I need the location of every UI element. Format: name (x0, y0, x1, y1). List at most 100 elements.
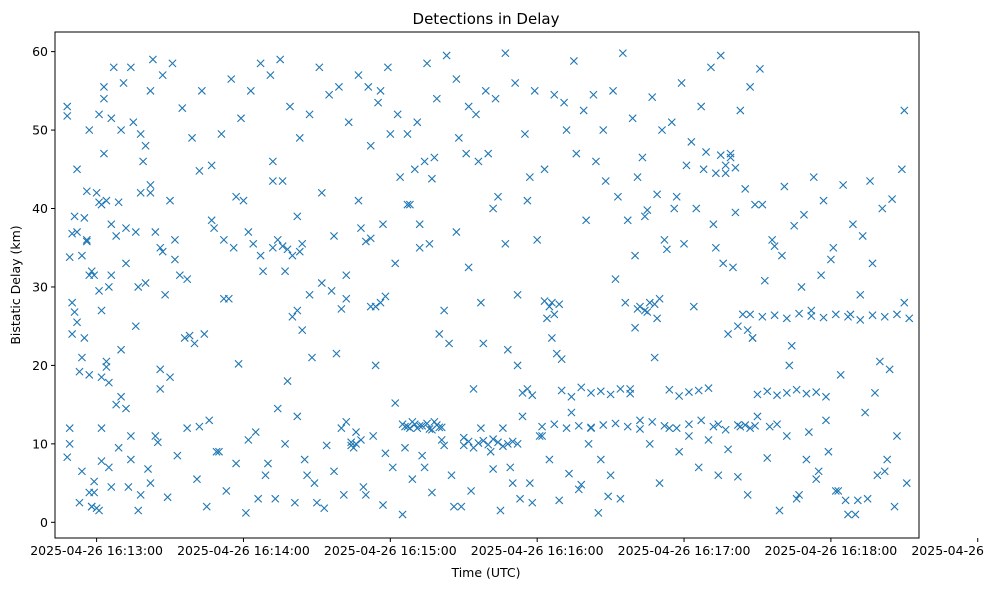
data-point (770, 242, 779, 251)
data-point (126, 455, 135, 464)
data-point (643, 206, 652, 215)
data-point (295, 247, 304, 256)
data-point (288, 251, 297, 260)
data-point (158, 247, 167, 256)
data-point (90, 488, 99, 497)
data-point (170, 255, 179, 264)
data-point (834, 486, 843, 495)
data-point (848, 220, 857, 229)
data-point (795, 309, 804, 318)
data-point (728, 263, 737, 272)
data-point (183, 424, 192, 433)
y-axis-label: Bistatic Delay (km) (8, 225, 23, 344)
data-point (660, 421, 669, 430)
data-point (474, 157, 483, 166)
data-point (726, 153, 735, 162)
data-point (807, 311, 816, 320)
data-point (489, 204, 498, 213)
data-point (665, 385, 674, 394)
data-point (77, 251, 86, 260)
data-point (694, 463, 703, 472)
data-point (381, 449, 390, 458)
data-point (856, 315, 865, 324)
data-point (205, 416, 214, 425)
data-point (112, 231, 121, 240)
data-point (75, 367, 84, 376)
data-point (391, 399, 400, 408)
data-point (782, 388, 791, 397)
data-point (565, 469, 573, 478)
data-point (672, 424, 681, 433)
data-point (97, 306, 106, 315)
data-point (427, 174, 436, 183)
y-tick-label: 60 (32, 44, 48, 59)
data-point (635, 424, 644, 433)
data-point (378, 220, 387, 229)
data-point (496, 506, 505, 515)
data-point (327, 286, 336, 295)
data-point (163, 493, 172, 502)
data-point (161, 290, 170, 299)
data-point (68, 298, 77, 307)
data-point (126, 63, 135, 72)
data-point (70, 308, 79, 317)
data-point (498, 442, 507, 451)
data-point (596, 387, 605, 396)
data-point (312, 498, 321, 507)
data-point (675, 447, 684, 456)
data-point (342, 417, 351, 426)
data-point (777, 251, 786, 260)
data-point (885, 365, 894, 374)
data-point (102, 362, 111, 371)
data-point (790, 221, 799, 230)
data-point (82, 187, 91, 196)
data-point (156, 243, 165, 252)
data-point (868, 311, 877, 320)
data-point (900, 298, 909, 307)
data-point (579, 106, 588, 115)
data-point (107, 114, 116, 123)
data-point (401, 443, 409, 452)
data-point (366, 141, 375, 150)
data-point (817, 271, 826, 280)
data-point (758, 312, 767, 321)
data-point (748, 333, 757, 342)
data-point (795, 490, 804, 499)
data-point (65, 253, 74, 262)
data-point (711, 169, 720, 178)
data-point (866, 177, 875, 186)
data-point (356, 224, 365, 233)
data-point (151, 228, 160, 237)
data-point (359, 483, 368, 491)
data-point (129, 118, 138, 127)
data-point (498, 424, 507, 433)
data-point (462, 149, 471, 158)
data-point (139, 157, 148, 166)
data-point (144, 464, 152, 473)
axes-frame (54, 31, 920, 539)
data-point (645, 298, 654, 307)
data-point (354, 71, 363, 80)
data-point (117, 345, 126, 354)
data-point (403, 129, 412, 138)
data-point (374, 98, 383, 107)
data-point (743, 326, 752, 335)
data-point (733, 421, 742, 430)
data-point (148, 55, 157, 64)
data-point (621, 298, 630, 307)
data-point (146, 180, 155, 189)
data-point (68, 330, 77, 339)
y-tick-label: 40 (32, 201, 48, 216)
data-point (278, 242, 287, 251)
data-point (352, 428, 361, 437)
data-point (464, 102, 473, 111)
data-point (452, 228, 461, 237)
data-point (425, 239, 434, 248)
data-point (812, 475, 821, 484)
data-point (180, 333, 189, 342)
data-point (241, 508, 250, 517)
data-point (875, 357, 884, 366)
data-point (337, 304, 346, 313)
data-point (332, 349, 341, 358)
data-point (797, 282, 806, 291)
